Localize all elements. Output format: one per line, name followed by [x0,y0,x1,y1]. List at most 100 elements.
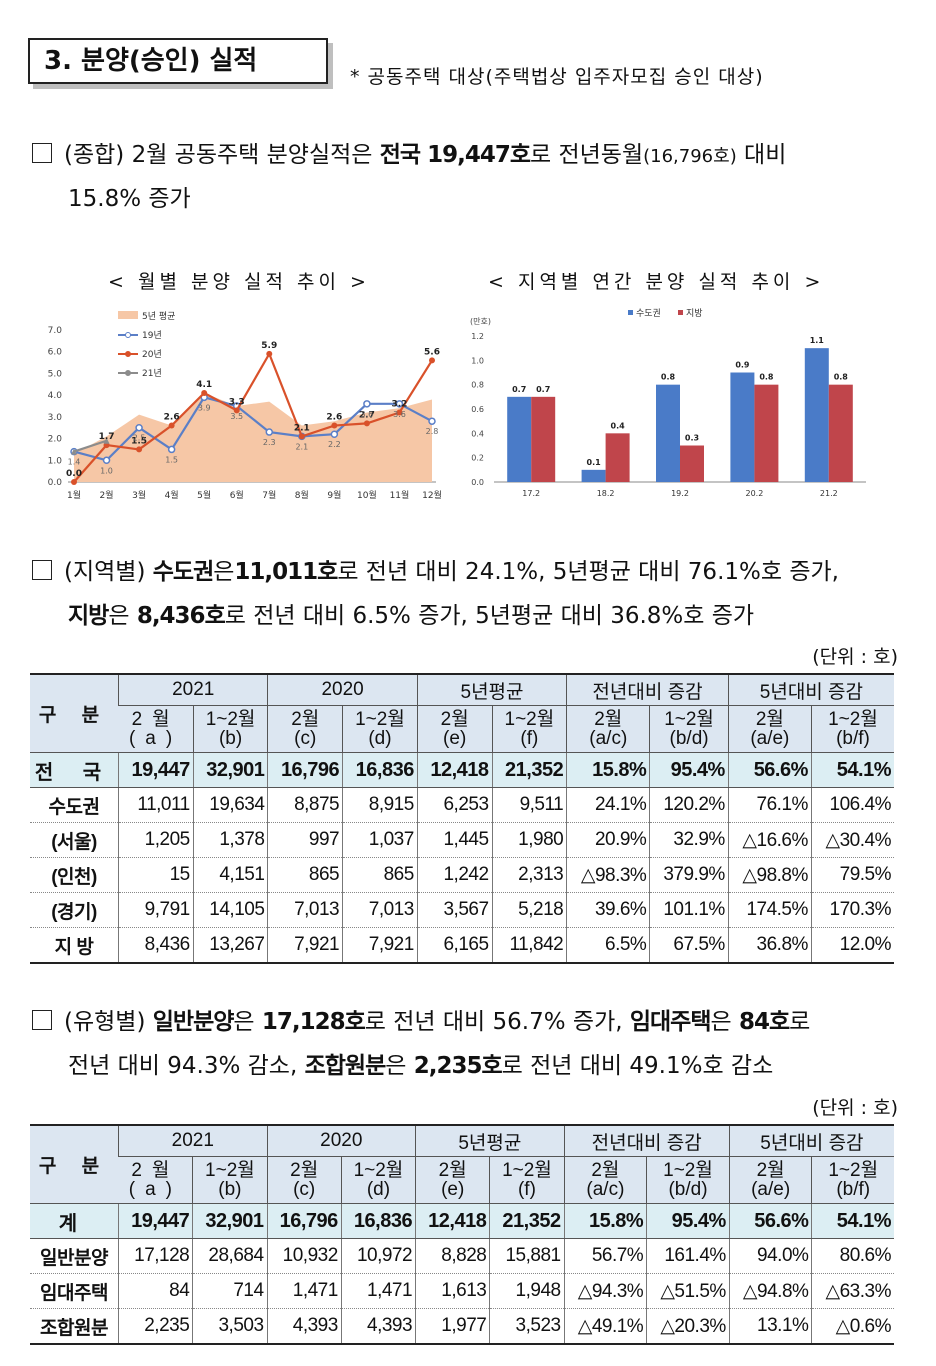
header-sub: 1~2월 (f) [489,1156,565,1204]
table-cell: 1,471 [340,1273,416,1309]
legend-swatch [118,311,138,319]
point-20 [168,422,175,429]
table-row: 지 방 8,436 13,267 7,921 7,921 6,165 11,842 6.5% 6… [30,927,894,964]
bar-label: 0.7 [536,385,550,394]
data-label-20: 3.2 [391,400,407,410]
regional-line-2: 지방은 8,436호로 전년 대비 6.5% 증가, 5년평균 대비 36.8%… [68,603,755,629]
point-20 [201,389,208,396]
bar-label: 0.8 [834,373,849,382]
header-group: 전년대비 증감 [563,1125,730,1157]
bar-label: 0.3 [685,434,699,443]
point-19 [102,456,111,465]
y-tick-label: 1.0 [48,456,63,466]
header-sub: 1~2월 (d) [342,705,418,753]
legend-marker [125,370,131,376]
x-tick-label: 12월 [422,489,442,501]
table-cell: 865 [267,857,343,893]
table-cell: 95.4% [649,752,729,788]
table-cell: 95.4% [646,1203,730,1239]
summary-line-2: 15.8% 증가 [68,186,191,212]
table-cell: 12,418 [415,1203,490,1239]
table-cell: 20.9% [566,822,650,858]
table-cell: 7,013 [342,892,418,928]
summary-line-1: (종합) 2월 공동주택 분양실적은 전국 19,447호로 전년동월(16,7… [32,133,912,179]
table-cell: 865 [342,857,418,893]
table-row: 일반분양 17,128 28,684 10,932 10,972 8,828 15,881 5… [30,1238,894,1274]
table-cell: △98.3% [566,857,650,893]
header-sub: 2월 (a/e) [728,1156,812,1204]
header-sub: 2월 (a) [118,705,194,753]
table-row: (경기) 9,791 14,105 7,013 7,013 3,567 5,218 39.6%… [30,892,894,928]
series-line-20 [73,351,433,483]
point-21 [103,437,110,444]
table-cell: 19,447 [118,752,194,788]
table-cell: △94.8% [728,1273,812,1309]
table-row: 계 19,447 32,901 16,796 16,836 12,418 21,352 15.… [30,1203,894,1239]
legend-swatch [628,310,633,315]
table-cell: 21,352 [489,1203,565,1239]
series-5yr-avg-area [74,392,432,482]
table-cell: 56.7% [563,1238,647,1274]
checkbox-bullet [32,560,52,580]
point-19 [265,428,274,436]
data-label-20: 1.7 [99,432,115,442]
table-cell: 1,977 [415,1308,490,1345]
regional-chart: (만호) 0.0 0.2 0.4 0.6 0.8 1.0 1.2 17.2 18.2 19.2 20.… [470,307,866,498]
data-label-20: 3.3 [229,397,245,407]
table-row: 전 국 19,447 32,901 16,796 16,836 12,418 21,352 1… [30,752,894,788]
table-cell: 1,980 [491,822,567,858]
data-label-20: 4.1 [196,380,212,390]
table-cell: 120.2% [649,787,729,823]
point-20 [233,407,240,414]
table-cell: 54.1% [810,752,894,788]
table-cell: 56.6% [727,752,812,788]
table-cell: 2,313 [491,857,567,893]
bar-label: 1.1 [810,336,825,345]
regional-line-1: (지역별) 수도권은11,011호로 전년 대비 24.1%, 5년평균 대비 … [32,550,912,594]
header-sub: 1~2월 (d) [340,1156,416,1204]
table-cell: 106.4% [810,787,894,823]
x-tick-label: 10월 [357,489,377,501]
bar-label: 0.8 [759,373,774,382]
x-tick-label: 9월 [327,489,341,501]
table-cell: 714 [192,1273,268,1309]
table-row: 수도권 11,011 19,634 8,875 8,915 6,253 9,511 24.1%… [30,787,894,823]
point-20 [429,357,435,364]
table-cell: 11,842 [491,927,567,964]
table-cell: 79.5% [810,857,894,893]
table-cell: 32,901 [192,1203,268,1239]
data-label-19: 1.4 [68,458,81,467]
table-cell: 8,915 [342,787,418,823]
table-cell: 379.9% [649,857,729,893]
table-cell: 19,634 [192,787,268,823]
table-cell: △63.3% [811,1273,894,1309]
table-cell: 17,128 [117,1238,193,1274]
header-sub: 2월 (c) [267,705,343,753]
regional-table: 구 분 2021 2020 5년평균 전년대비 증감 5년대비 증감 2월 (a) 1~2월 (b… [30,673,894,964]
header-sub: 2월 (a/c) [563,1156,647,1204]
legend-marker [125,351,131,357]
table-cell: 8,436 [118,927,194,964]
point-19 [363,400,371,408]
header-group: 5년평균 [416,674,567,706]
regional-unit: (단위 : 호) [812,646,898,668]
table-cell: 1,242 [416,857,493,893]
legend-label: 지방 [686,308,703,319]
section-title: 3. 분양(승인) 실적 [28,38,328,84]
table-cell: △20.3% [646,1308,730,1345]
table-cell: 13.1% [728,1308,812,1345]
table-cell: 997 [267,822,343,858]
header-sub: 2월 (a) [118,1156,193,1204]
table-cell: 7,921 [342,927,418,964]
data-label-20: 2.6 [326,413,342,423]
point-20 [136,446,143,453]
y-tick-label: 3.0 [48,413,63,423]
header-sub: 1~2월 (b/d) [646,1156,730,1204]
y-tick-label: 0.0 [471,478,484,487]
table-cell: 11,011 [118,787,194,823]
table-cell: 10,932 [266,1238,342,1274]
header-group: 전년대비 증감 [566,674,729,706]
data-label-20: 5.6 [424,347,440,357]
bar-metro [581,469,606,482]
bar-label: 0.7 [512,385,526,394]
